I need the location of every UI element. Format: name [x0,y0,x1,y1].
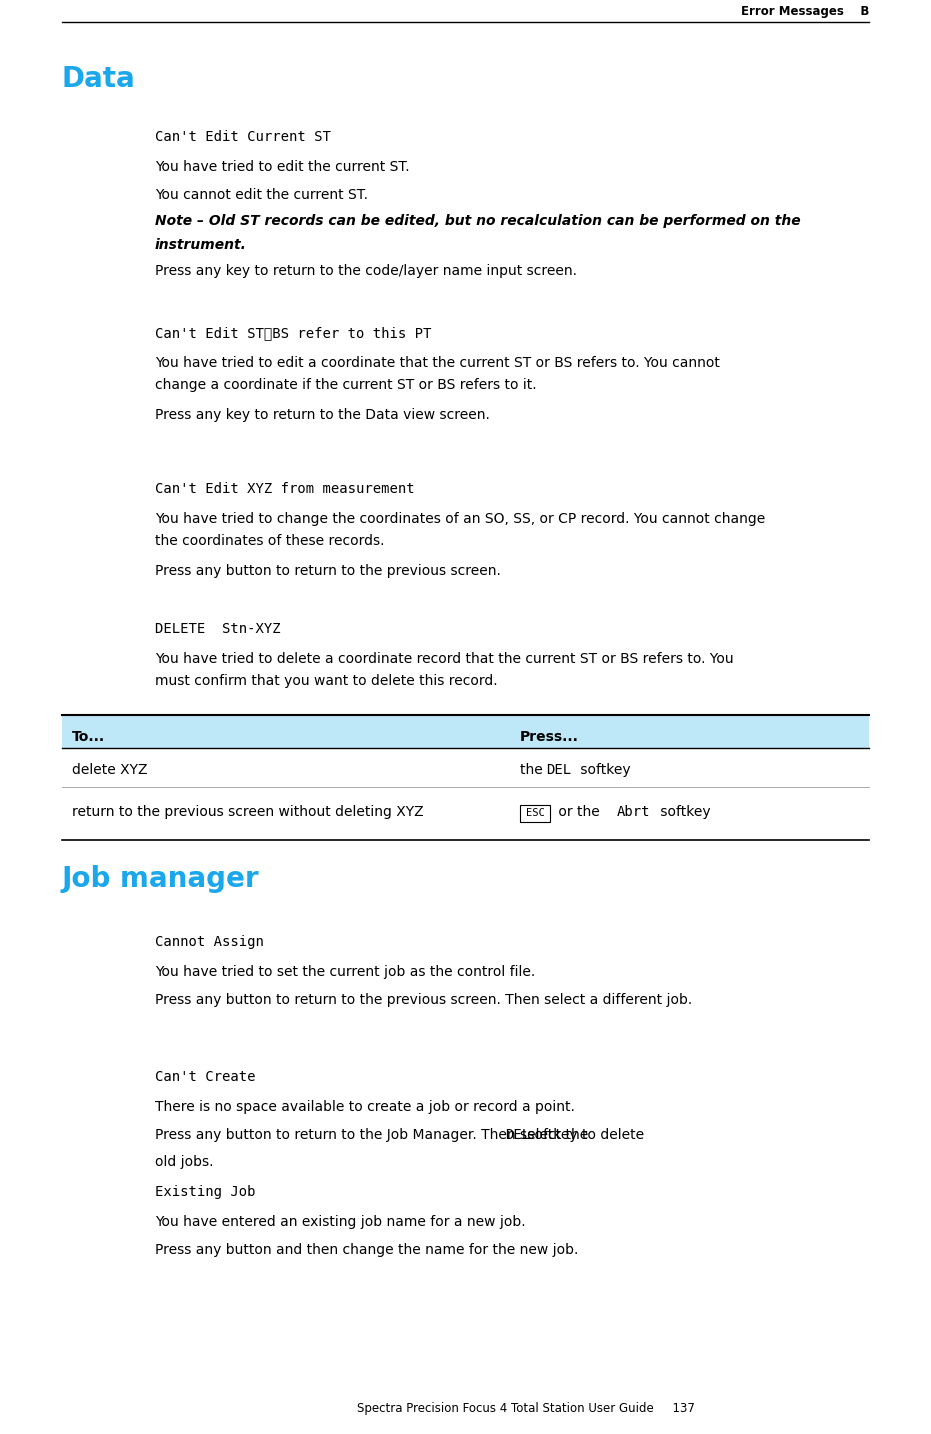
Text: Abrt: Abrt [617,804,651,819]
Text: Error Messages    B: Error Messages B [741,4,869,19]
Text: instrument.: instrument. [155,238,247,252]
Text: You have entered an existing job name for a new job.: You have entered an existing job name fo… [155,1215,526,1229]
Text: Data: Data [62,65,136,93]
Text: You have tried to set the current job as the control file.: You have tried to set the current job as… [155,965,535,979]
Text: must confirm that you want to delete this record.: must confirm that you want to delete thi… [155,674,498,688]
Text: Can't Create: Can't Create [155,1070,255,1084]
Text: the coordinates of these records.: the coordinates of these records. [155,533,385,548]
Text: Press any key to return to the Data view screen.: Press any key to return to the Data view… [155,409,490,422]
Text: You have tried to change the coordinates of an SO, SS, or CP record. You cannot : You have tried to change the coordinates… [155,512,765,526]
Text: Press any button to return to the previous screen.: Press any button to return to the previo… [155,564,501,578]
Text: delete XYZ: delete XYZ [72,763,147,777]
Text: Press any button and then change the name for the new job.: Press any button and then change the nam… [155,1243,578,1258]
Text: the: the [520,763,547,777]
Text: You cannot edit the current ST.: You cannot edit the current ST. [155,188,368,202]
Text: Spectra Precision Focus 4 Total Station User Guide     137: Spectra Precision Focus 4 Total Station … [357,1402,695,1415]
Text: Press...: Press... [520,730,579,744]
Text: Can't Edit Current ST: Can't Edit Current ST [155,130,331,143]
Text: DEL: DEL [546,763,571,777]
Bar [62,716,869,749]
Text: Can't Edit ST⁄BS refer to this PT: Can't Edit ST⁄BS refer to this PT [155,326,431,340]
Text: change a coordinate if the current ST or BS refers to it.: change a coordinate if the current ST or… [155,379,536,391]
Text: You have tried to delete a coordinate record that the current ST or BS refers to: You have tried to delete a coordinate re… [155,652,734,665]
Text: softkey: softkey [576,763,630,777]
Text: return to the previous screen without deleting XYZ: return to the previous screen without de… [72,804,424,819]
Text: You have tried to edit a coordinate that the current ST or BS refers to. You can: You have tried to edit a coordinate that… [155,356,720,370]
Text: Can't Edit XYZ from measurement: Can't Edit XYZ from measurement [155,482,414,496]
Text: DELETE  Stn-XYZ: DELETE Stn-XYZ [155,622,280,637]
Text: Press any key to return to the code/layer name input screen.: Press any key to return to the code/laye… [155,264,577,278]
Text: Job manager: Job manager [62,865,260,893]
Text: To...: To... [72,730,105,744]
Text: Press any button to return to the Job Manager. Then select the: Press any button to return to the Job Ma… [155,1129,593,1141]
Text: or the: or the [554,804,604,819]
Text: softkey to delete: softkey to delete [522,1129,643,1141]
Text: You have tried to edit the current ST.: You have tried to edit the current ST. [155,161,410,174]
Text: ESC: ESC [526,809,545,819]
Text: old jobs.: old jobs. [155,1154,213,1169]
Text: softkey: softkey [656,804,710,819]
Bar [520,804,550,822]
Text: There is no space available to create a job or record a point.: There is no space available to create a … [155,1100,574,1114]
Text: DEL: DEL [505,1129,530,1141]
Text: Note – Old ST records can be edited, but no recalculation can be performed on th: Note – Old ST records can be edited, but… [155,214,801,228]
Text: Cannot Assign: Cannot Assign [155,935,263,949]
Text: Press any button to return to the previous screen. Then select a different job.: Press any button to return to the previo… [155,992,693,1007]
Text: Existing Job: Existing Job [155,1184,255,1199]
